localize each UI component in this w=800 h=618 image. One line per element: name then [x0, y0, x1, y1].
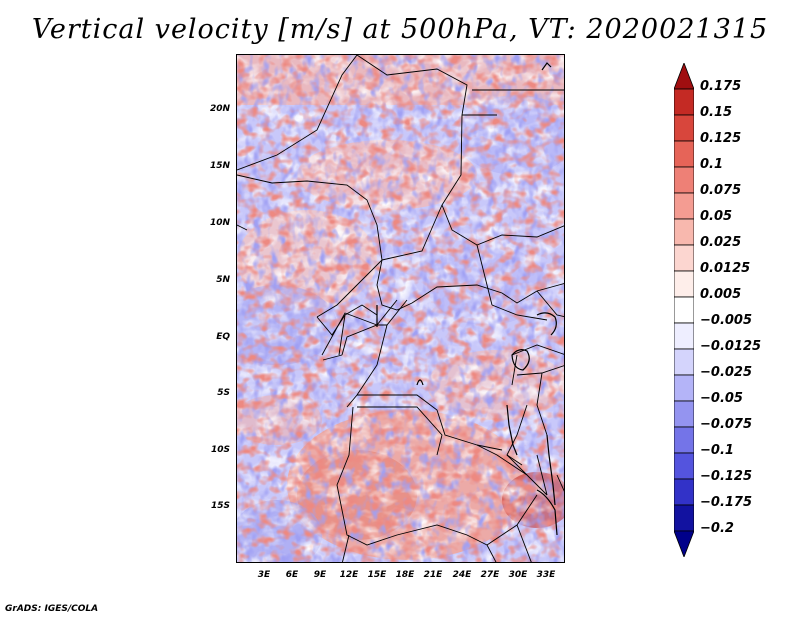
colorbar-segment — [674, 374, 694, 402]
chart-title: Vertical velocity [m/s] at 500hPa, VT: 2… — [31, 14, 769, 45]
lon-label-9e: 9E — [313, 570, 327, 580]
lon-label-15e: 15E — [367, 570, 387, 580]
colorbar-segment — [674, 140, 694, 168]
colorbar-segment — [674, 270, 694, 298]
vertical-velocity-field — [237, 55, 564, 562]
lon-label-27e: 27E — [480, 570, 500, 580]
colorbar-label: −0.125 — [700, 469, 753, 484]
colorbar-segment — [674, 166, 694, 194]
colorbar-label: 0.005 — [700, 287, 742, 302]
colorbar-segment — [674, 478, 694, 506]
lon-label-3e: 3E — [257, 570, 271, 580]
colorbar-label: 0.025 — [700, 235, 742, 250]
colorbar-label: 0.15 — [700, 105, 733, 120]
lon-label-24e: 24E — [452, 570, 472, 580]
colorbar — [674, 63, 694, 557]
colorbar-label: −0.075 — [700, 417, 753, 432]
colorbar-label: −0.025 — [700, 365, 753, 380]
lon-label-6e: 6E — [285, 570, 299, 580]
colorbar-arrow-bottom — [674, 530, 694, 557]
colorbar-label: 0.125 — [700, 131, 742, 146]
lat-label-5s: 5S — [217, 388, 230, 398]
lon-label-21e: 21E — [423, 570, 443, 580]
colorbar-label: 0.05 — [700, 209, 733, 224]
colorbar-segment — [674, 296, 694, 324]
colorbar-label: 0.075 — [700, 183, 742, 198]
lon-label-33e: 33E — [536, 570, 556, 580]
colorbar-label: −0.175 — [700, 495, 753, 510]
colorbar-segment — [674, 348, 694, 376]
colorbar-label: −0.05 — [700, 391, 743, 406]
map-panel — [236, 54, 565, 563]
colorbar-segment — [674, 504, 694, 532]
lat-label-5n: 5N — [216, 275, 230, 285]
colorbar-segment — [674, 244, 694, 272]
lat-label-20n: 20N — [209, 104, 230, 114]
colorbar-segment — [674, 218, 694, 246]
lat-label-15s: 15S — [210, 501, 230, 511]
colorbar-label: −0.005 — [700, 313, 753, 328]
lon-label-12e: 12E — [339, 570, 359, 580]
lat-label-10s: 10S — [210, 445, 230, 455]
colorbar-label: −0.0125 — [700, 339, 762, 354]
lat-label-15n: 15N — [209, 161, 230, 171]
colorbar-segment — [674, 322, 694, 350]
lat-label-10n: 10N — [209, 218, 230, 228]
lon-label-30e: 30E — [508, 570, 528, 580]
lat-label-eq: EQ — [216, 332, 230, 342]
colorbar-label: −0.1 — [700, 443, 734, 458]
colorbar-label: 0.175 — [700, 79, 742, 94]
lon-label-18e: 18E — [395, 570, 415, 580]
colorbar-arrow-top — [674, 63, 694, 90]
colorbar-segment — [674, 400, 694, 428]
colorbar-segment — [674, 452, 694, 480]
country-borders — [237, 55, 564, 562]
lakes-and-coast — [376, 62, 558, 536]
colorbar-label: 0.0125 — [700, 261, 751, 276]
colorbar-label: 0.1 — [700, 157, 724, 172]
colorbar-segment — [674, 114, 694, 142]
colorbar-label: −0.2 — [700, 521, 734, 536]
colorbar-segment — [674, 192, 694, 220]
colorbar-segment — [674, 426, 694, 454]
colorbar-segment — [674, 88, 694, 116]
credit-text: GrADS: IGES/COLA — [5, 604, 99, 614]
